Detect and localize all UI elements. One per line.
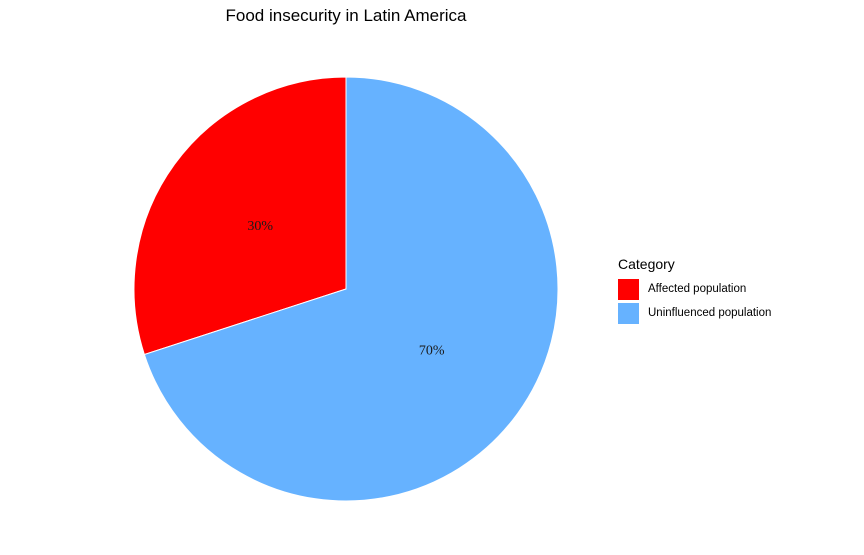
slice-label-affected-population: 30% <box>247 219 273 234</box>
pie-slice-affected-population <box>133 76 347 356</box>
legend-title: Category <box>618 256 675 272</box>
legend: Category Affected population Uninfluenced… <box>618 256 771 325</box>
legend-item-affected-population: Affected population <box>618 277 771 301</box>
chart-title: Food insecurity in Latin America <box>225 6 467 25</box>
slice-label-uninfluenced-population: 70% <box>419 344 445 359</box>
pie-slice-uninfluenced-population <box>143 76 559 502</box>
legend-label: Affected population <box>648 283 747 295</box>
legend-swatch <box>618 302 639 324</box>
legend-swatch <box>618 278 639 300</box>
legend-label: Uninfluenced population <box>648 307 772 319</box>
legend-item-uninfluenced-population: Uninfluenced population <box>618 301 771 325</box>
